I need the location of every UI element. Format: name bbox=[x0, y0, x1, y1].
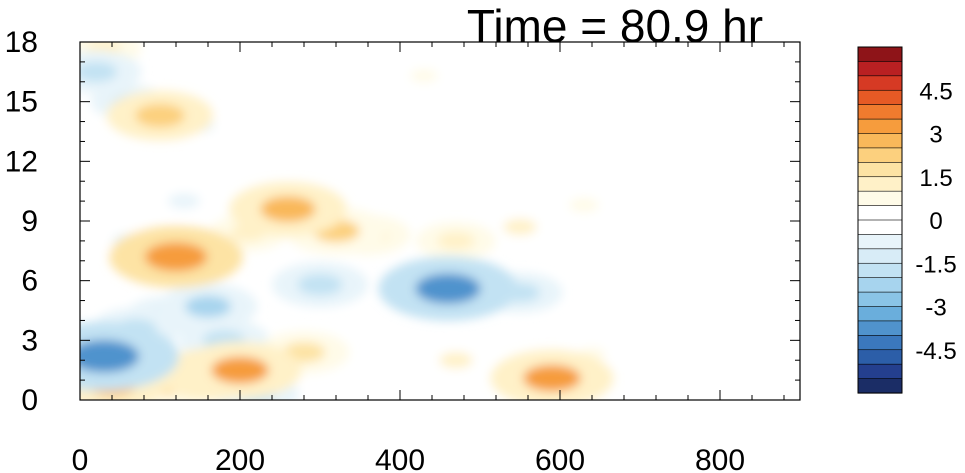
y-tick-label-9: 9 bbox=[21, 205, 38, 238]
y-tick-label-15: 15 bbox=[5, 86, 38, 119]
colorbar-swatch bbox=[857, 306, 903, 322]
contour-core bbox=[80, 340, 139, 373]
colorbar-swatch bbox=[857, 190, 903, 207]
colorbar-label-neg3: -3 bbox=[925, 295, 946, 322]
y-tick-label-3: 3 bbox=[21, 324, 38, 357]
colorbar-label-0: 0 bbox=[929, 208, 942, 235]
contour-core bbox=[167, 193, 201, 209]
contour-core bbox=[410, 69, 438, 83]
heatmap-field bbox=[80, 42, 732, 400]
colorbar-swatch bbox=[857, 378, 903, 394]
y-tick-label-0: 0 bbox=[21, 384, 38, 417]
colorbar-swatch bbox=[857, 61, 903, 77]
colorbar-swatch bbox=[857, 262, 903, 279]
colorbar-label-neg4.5: -4.5 bbox=[915, 338, 956, 365]
contour-core bbox=[297, 274, 343, 296]
colorbar-swatch bbox=[857, 104, 903, 120]
colorbar-swatch bbox=[857, 133, 903, 149]
plot-frame bbox=[79, 41, 801, 401]
x-tick-label-200: 200 bbox=[215, 444, 265, 473]
contour-core bbox=[503, 218, 537, 235]
colorbar-swatch bbox=[857, 320, 903, 336]
colorbar-swatch bbox=[857, 147, 903, 163]
colorbar-swatch bbox=[857, 75, 903, 91]
colorbar-swatch bbox=[857, 277, 903, 293]
contour-core bbox=[184, 295, 232, 318]
x-tick-label-600: 600 bbox=[535, 444, 585, 473]
colorbar-swatch bbox=[857, 46, 903, 63]
contour-core bbox=[523, 364, 581, 392]
colorbar-swatches bbox=[857, 46, 903, 394]
contour-core bbox=[144, 242, 208, 272]
colorbar-label-neg1.5: -1.5 bbox=[915, 251, 956, 278]
colorbar-frame bbox=[857, 46, 903, 394]
colorbar-swatch bbox=[857, 248, 903, 264]
x-tick-label-800: 800 bbox=[695, 444, 745, 473]
colorbar-swatch bbox=[857, 118, 903, 135]
colorbar-swatch bbox=[857, 205, 903, 221]
x-tick-label-400: 400 bbox=[375, 444, 425, 473]
y-tick-label-18: 18 bbox=[5, 26, 38, 59]
colorbar-label-3: 3 bbox=[929, 122, 942, 149]
contour-core bbox=[80, 61, 118, 82]
contour-group bbox=[80, 42, 732, 400]
colorbar-swatch bbox=[857, 335, 903, 351]
contour-core bbox=[211, 356, 269, 384]
contour-core bbox=[569, 197, 599, 213]
colorbar-swatch bbox=[857, 349, 903, 365]
colorbar-swatch bbox=[857, 89, 903, 106]
colorbar-swatch bbox=[857, 234, 903, 250]
colorbar-swatch bbox=[857, 219, 903, 236]
contour-core bbox=[415, 273, 481, 304]
y-tick-label-12: 12 bbox=[5, 145, 38, 178]
x-tick-label-0: 0 bbox=[72, 444, 89, 473]
contour-core bbox=[135, 103, 185, 128]
contour-core bbox=[260, 196, 316, 222]
contour-core bbox=[437, 232, 475, 250]
y-axis: 0 3 6 9 12 15 18 bbox=[5, 26, 38, 417]
colorbar-swatch bbox=[857, 363, 903, 380]
colorbar-label-1.5: 1.5 bbox=[919, 165, 952, 192]
contour-core bbox=[439, 352, 473, 369]
colorbar-swatch bbox=[857, 162, 903, 178]
colorbar: 4.5 3 1.5 0 -1.5 -3 -4.5 bbox=[857, 46, 957, 394]
contour-core bbox=[691, 105, 717, 118]
x-axis: 0 200 400 600 800 bbox=[72, 444, 745, 473]
y-tick-label-6: 6 bbox=[21, 265, 38, 298]
colorbar-label-4.5: 4.5 bbox=[919, 78, 952, 105]
colorbar-swatch bbox=[857, 176, 903, 192]
colorbar-swatch bbox=[857, 291, 903, 308]
